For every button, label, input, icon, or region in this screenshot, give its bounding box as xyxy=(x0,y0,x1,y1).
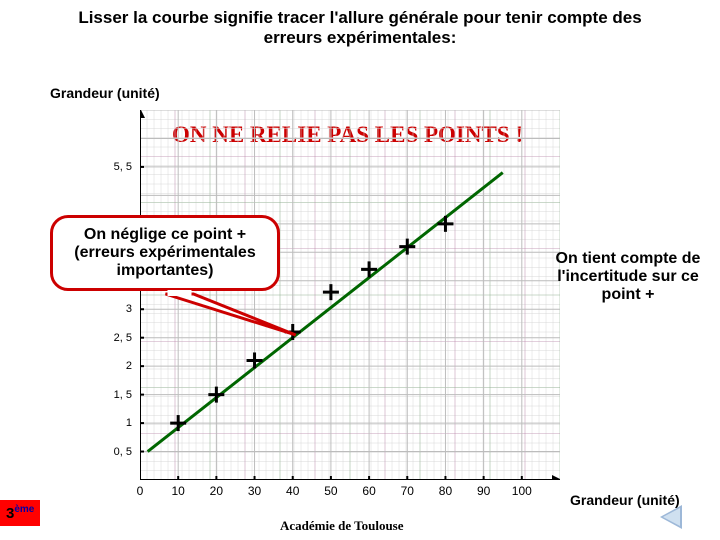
y-tick: 2 xyxy=(92,360,132,372)
y-tick: 0, 5 xyxy=(92,446,132,458)
y-tick: 1 xyxy=(92,417,132,429)
x-tick: 100 xyxy=(512,484,532,498)
y-tick: 2, 5 xyxy=(92,332,132,344)
footer-text: Académie de Toulouse xyxy=(280,518,404,534)
callout-left-text: On néglige ce point + (erreurs expérimen… xyxy=(74,226,255,279)
x-tick: 90 xyxy=(477,484,490,498)
callout-left: On néglige ce point + (erreurs expérimen… xyxy=(50,215,280,291)
back-icon[interactable] xyxy=(660,505,682,529)
y-tick: 3 xyxy=(92,303,132,315)
x-tick: 80 xyxy=(439,484,452,498)
page-title: Lisser la courbe signifie tracer l'allur… xyxy=(0,0,720,52)
x-tick: 10 xyxy=(171,484,184,498)
y-tick: 1, 5 xyxy=(92,389,132,401)
grade-badge: 3ème xyxy=(0,500,40,526)
x-tick: 30 xyxy=(248,484,261,498)
x-tick: 0 xyxy=(137,484,144,498)
y-axis-label: Grandeur (unité) xyxy=(50,85,160,101)
callout-left-tail xyxy=(53,218,54,219)
y-tick: 5, 5 xyxy=(92,161,132,173)
x-tick: 50 xyxy=(324,484,337,498)
grade-suffix: ème xyxy=(14,504,34,515)
x-tick: 60 xyxy=(362,484,375,498)
x-tick: 20 xyxy=(210,484,223,498)
chart-svg xyxy=(140,110,560,480)
callout-right: On tient compte de l'incertitude sur ce … xyxy=(548,250,708,304)
x-tick: 70 xyxy=(401,484,414,498)
x-tick: 40 xyxy=(286,484,299,498)
chart-area: 0, 511, 522, 535, 5 01020304050607080901… xyxy=(140,110,560,480)
